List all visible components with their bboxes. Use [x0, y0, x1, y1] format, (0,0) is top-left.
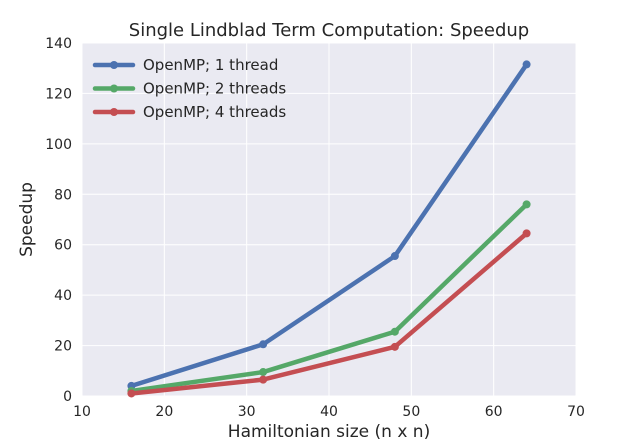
y-tick-label: 120 — [45, 86, 72, 102]
data-point — [259, 368, 267, 376]
y-tick-label: 20 — [54, 339, 72, 355]
x-tick-label: 50 — [402, 404, 420, 420]
y-axis-label: Speedup — [17, 182, 37, 257]
y-tick-label: 100 — [45, 137, 72, 153]
x-tick-label: 70 — [567, 404, 585, 420]
y-tick-label: 80 — [54, 187, 72, 203]
data-point — [523, 229, 531, 237]
data-point — [523, 200, 531, 208]
y-tick-label: 140 — [45, 36, 72, 52]
legend-label-2: OpenMP; 2 threads — [143, 80, 286, 98]
x-tick-label: 20 — [155, 404, 173, 420]
legend-marker-2 — [110, 85, 118, 93]
chart-title: Single Lindblad Term Computation: Speedu… — [129, 20, 529, 41]
x-tick-label: 30 — [238, 404, 256, 420]
data-point — [391, 328, 399, 336]
data-point — [523, 60, 531, 68]
legend-marker-1 — [110, 61, 118, 69]
x-tick-label: 10 — [73, 404, 91, 420]
x-tick-label: 40 — [320, 404, 338, 420]
legend-label-3: OpenMP; 4 threads — [143, 103, 286, 121]
x-axis-label: Hamiltonian size (n x n) — [228, 422, 430, 440]
y-tick-label: 0 — [63, 389, 72, 405]
data-point — [391, 252, 399, 260]
y-tick-label: 60 — [54, 238, 72, 254]
data-point — [259, 340, 267, 348]
data-point — [127, 389, 135, 397]
y-tick-label: 40 — [54, 288, 72, 304]
data-point — [259, 376, 267, 384]
x-tick-label: 60 — [485, 404, 503, 420]
data-point — [391, 343, 399, 351]
legend: OpenMP; 1 thread OpenMP; 2 threads OpenMP;… — [95, 56, 286, 121]
legend-marker-3 — [110, 108, 118, 116]
legend-label-1: OpenMP; 1 thread — [143, 56, 278, 74]
